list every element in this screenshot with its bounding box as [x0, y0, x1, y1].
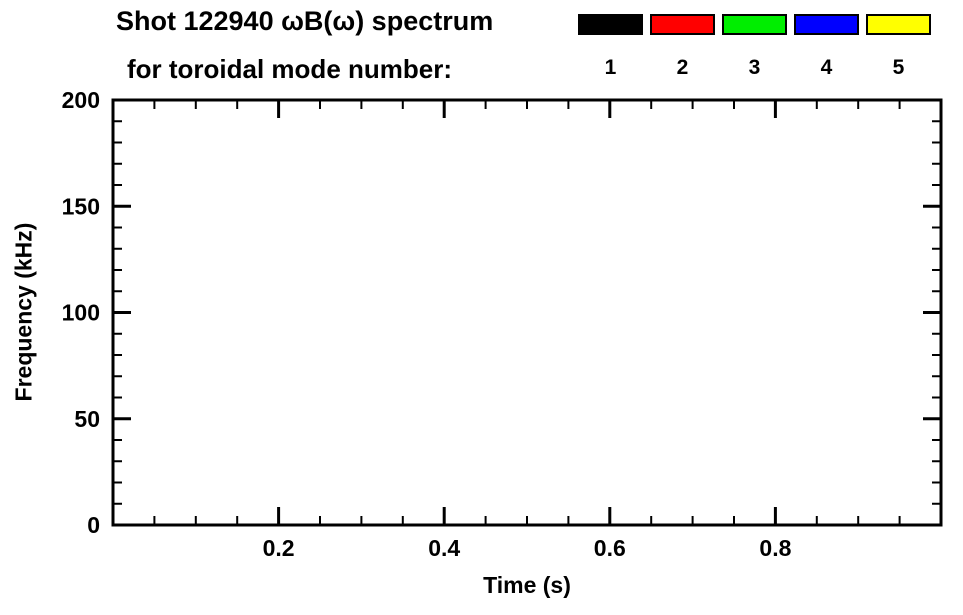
y-tick-label: 200: [62, 87, 100, 113]
chart-title: Shot 122940 ωB(ω) spectrum: [116, 6, 494, 36]
x-tick-label: 0.2: [263, 535, 295, 561]
legend-swatch-5: [866, 14, 931, 35]
legend-item-label-5: 5: [892, 56, 905, 79]
x-tick-label: 0.8: [759, 535, 791, 561]
y-tick-label: 150: [62, 193, 100, 219]
legend-swatch-3: [722, 14, 787, 35]
y-tick-label: 0: [87, 512, 100, 538]
legend-labels: 1 2 3 4 5: [578, 56, 931, 80]
chart-subtitle: for toroidal mode number:: [127, 54, 452, 84]
y-tick-label: 100: [62, 300, 100, 326]
legend-swatch-4: [794, 14, 859, 35]
x-axis-label: Time (s): [483, 572, 571, 598]
y-tick-label: 50: [74, 406, 100, 432]
legend-item-label-1: 1: [604, 56, 617, 79]
x-tick-label: 0.6: [594, 535, 626, 561]
legend-item-label-4: 4: [820, 56, 833, 79]
legend-swatch-1: [578, 14, 643, 35]
legend-swatch-2: [650, 14, 715, 35]
legend-swatches: [578, 14, 931, 35]
legend-item-label-3: 3: [748, 56, 761, 79]
x-tick-label: 0.4: [428, 535, 460, 561]
legend-item-label-2: 2: [676, 56, 689, 79]
y-axis-label: Frequency (kHz): [10, 222, 37, 402]
plot-border: [111, 98, 943, 527]
